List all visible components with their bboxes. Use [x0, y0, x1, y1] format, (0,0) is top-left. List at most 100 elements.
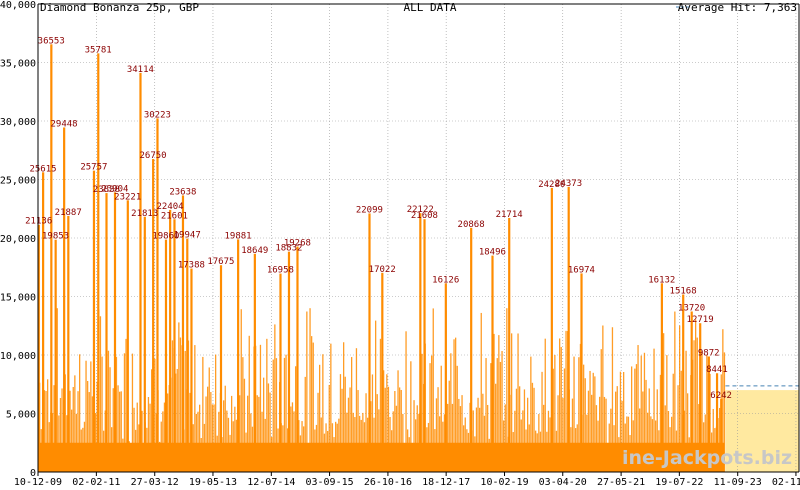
hit-bar	[194, 345, 196, 472]
hit-bar	[392, 411, 394, 472]
hit-bar	[619, 371, 622, 472]
hit-bar	[709, 373, 711, 472]
y-tick-label: 30,000	[0, 117, 36, 128]
hit-bar	[131, 353, 134, 472]
hit-value-label: 19947	[174, 231, 201, 241]
hit-bar	[357, 390, 359, 472]
hit-bar	[279, 382, 281, 472]
hit-bar	[533, 387, 535, 472]
hit-bar	[456, 365, 458, 472]
hit-bar	[37, 224, 40, 472]
hit-bar	[226, 410, 228, 472]
hit-bar	[664, 405, 666, 472]
hit-bar	[469, 402, 471, 472]
hit-bar	[371, 374, 374, 472]
hit-bar	[126, 200, 129, 472]
hit-bar	[487, 404, 489, 472]
hit-bar	[720, 374, 722, 472]
hit-bar	[679, 325, 681, 472]
hit-bar	[202, 356, 204, 472]
hit-bar	[578, 357, 580, 472]
hit-bar	[91, 396, 94, 472]
hit-bar	[341, 388, 343, 472]
hit-bar	[224, 385, 226, 472]
hit-bar	[322, 354, 324, 472]
hit-bar	[387, 386, 390, 472]
hit-bar	[383, 370, 385, 472]
x-tick-label: 02-11-24	[772, 477, 800, 488]
hit-bar	[176, 368, 178, 472]
hit-bar	[309, 308, 311, 472]
hit-value-label: 21136	[25, 217, 52, 227]
hit-bar	[231, 395, 233, 472]
hit-bar	[621, 400, 623, 472]
hit-bar	[543, 404, 545, 472]
hit-bar	[431, 355, 433, 472]
hit-bar	[517, 333, 519, 472]
hit-bar	[583, 364, 585, 472]
hit-bar	[615, 391, 617, 472]
hit-value-label: 18496	[479, 248, 506, 258]
hit-bar	[394, 390, 396, 472]
hit-bar	[470, 227, 473, 472]
hit-bar	[63, 400, 65, 472]
hit-bar	[504, 404, 506, 472]
hit-bar	[384, 387, 386, 472]
average-legend-label: Average Hit: 7,363	[678, 1, 797, 14]
hit-bar	[88, 392, 90, 472]
hit-bar	[410, 361, 412, 472]
hit-bar	[346, 412, 348, 472]
hit-value-label: 16132	[648, 275, 675, 285]
hit-bar	[45, 391, 47, 472]
hit-bar	[523, 389, 526, 472]
hit-value-label: 26750	[140, 151, 167, 161]
hit-bar	[242, 357, 244, 472]
y-tick-label: 25,000	[0, 176, 36, 187]
hit-bar	[328, 384, 330, 472]
hit-bar	[584, 378, 586, 472]
hit-value-label: 17388	[178, 261, 205, 271]
hit-bar	[105, 193, 108, 472]
hit-bar	[440, 365, 442, 472]
hit-bar	[445, 310, 447, 472]
hit-bar	[85, 360, 87, 472]
hit-bar	[339, 374, 342, 472]
hit-bar	[437, 387, 439, 472]
hit-bar	[696, 337, 698, 472]
hit-bar	[623, 371, 625, 472]
hit-bar	[54, 239, 57, 472]
x-tick-label: 10-02-19	[480, 477, 528, 488]
y-tick-labels: 0 5,000 10,000 15,000 20,000 25,000 30,000 35,0…	[0, 0, 36, 479]
hit-bar	[170, 377, 172, 472]
hit-bar	[266, 338, 268, 472]
hit-bar	[218, 411, 220, 472]
hit-bar	[690, 311, 693, 472]
hit-bar	[283, 357, 286, 472]
hit-value-label: 24280	[538, 180, 565, 190]
hit-bar	[156, 118, 159, 472]
hit-bar	[509, 394, 511, 472]
hit-bar	[635, 364, 638, 472]
hit-bar	[447, 403, 449, 472]
hit-bar	[375, 320, 377, 472]
y-tick-label: 10,000	[0, 351, 36, 362]
hit-bar	[205, 396, 207, 472]
hit-value-label: 18649	[241, 246, 268, 256]
hit-bar	[69, 390, 71, 472]
hit-value-label: 6242	[710, 391, 732, 401]
hit-value-label: 17022	[369, 265, 396, 275]
hit-bar	[514, 410, 516, 472]
hit-bar	[552, 368, 554, 472]
hit-bar	[567, 331, 569, 472]
hit-bar	[243, 378, 246, 472]
hit-bar	[397, 370, 399, 472]
hit-bar	[207, 386, 209, 472]
hit-bar	[419, 213, 422, 472]
hit-bar	[240, 309, 242, 472]
hit-bar	[693, 340, 695, 472]
hit-bar	[87, 380, 89, 472]
hit-value-label: 17675	[207, 257, 234, 267]
hit-bar	[674, 311, 676, 472]
hit-bar	[344, 376, 346, 472]
hit-value-label: 22122	[407, 205, 434, 215]
